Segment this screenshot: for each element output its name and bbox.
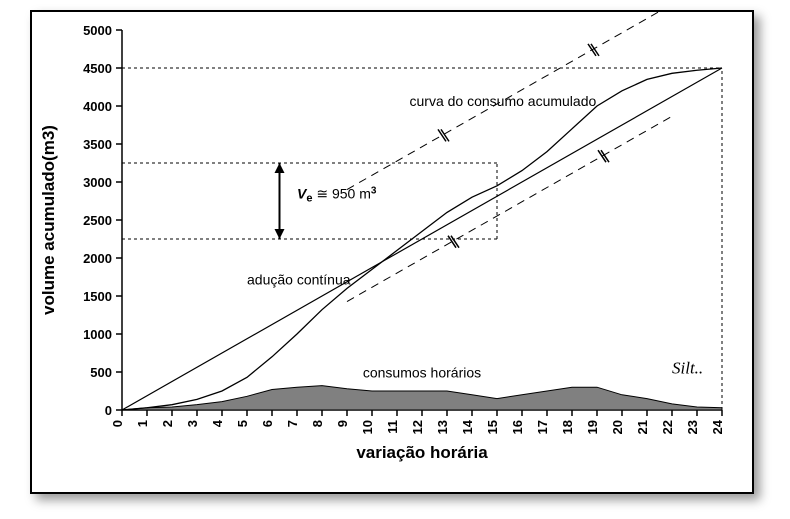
x-tick-label: 14 <box>460 419 475 434</box>
x-tick-label: 13 <box>435 420 450 434</box>
y-tick-label: 1500 <box>83 289 112 304</box>
y-tick-label: 4500 <box>83 61 112 76</box>
y-tick-label: 4000 <box>83 99 112 114</box>
x-tick-label: 19 <box>585 420 600 434</box>
x-tick-label: 9 <box>335 420 350 427</box>
y-tick-label: 1000 <box>83 327 112 342</box>
x-tick-label: 11 <box>385 420 400 434</box>
chart-frame: 0 500 1000 1500 2000 2500 3000 3500 4000 4500 5000… <box>0 0 790 519</box>
plot-area <box>122 30 722 410</box>
y-tick-label: 2000 <box>83 251 112 266</box>
x-tick-label: 21 <box>635 420 650 434</box>
x-tick-label: 15 <box>485 420 500 434</box>
x-tick-label: 17 <box>535 420 550 434</box>
x-tick-label: 3 <box>185 420 200 427</box>
x-tick-label: 5 <box>235 420 250 427</box>
label-hourly: consumos horários <box>363 364 481 380</box>
x-tick-label: 12 <box>410 420 425 434</box>
y-tick-label: 500 <box>90 365 112 380</box>
x-tick-label: 24 <box>710 419 725 434</box>
y-axis-label: volume acumulado(m3) <box>39 125 58 315</box>
y-tick-label: 0 <box>105 403 112 418</box>
x-tick-label: 4 <box>210 419 225 427</box>
label-aduction: adução contínua <box>247 272 351 288</box>
signature: Silt.. <box>672 359 703 378</box>
label-curve: curva do consumo acumulado <box>410 93 597 109</box>
y-tick-label: 3000 <box>83 175 112 190</box>
x-tick-label: 2 <box>160 420 175 427</box>
y-tick-label: 5000 <box>83 23 112 38</box>
x-tick-label: 18 <box>560 420 575 434</box>
chart-card: 0 500 1000 1500 2000 2500 3000 3500 4000 4500 5000… <box>30 10 754 494</box>
chart-svg: 0 500 1000 1500 2000 2500 3000 3500 4000 4500 5000… <box>32 12 752 492</box>
x-tick-label: 0 <box>110 420 125 427</box>
x-tick-label: 20 <box>610 420 625 434</box>
x-tick-label: 23 <box>685 420 700 434</box>
x-tick-label: 7 <box>285 420 300 427</box>
y-tick-label: 2500 <box>83 213 112 228</box>
x-tick-label: 16 <box>510 420 525 434</box>
x-tick-label: 10 <box>360 420 375 434</box>
y-tick-label: 3500 <box>83 137 112 152</box>
x-tick-label: 8 <box>310 420 325 427</box>
x-axis-label: variação horária <box>356 443 488 462</box>
x-tick-label: 6 <box>260 420 275 427</box>
x-tick-label: 1 <box>135 420 150 427</box>
x-tick-label: 22 <box>660 420 675 434</box>
